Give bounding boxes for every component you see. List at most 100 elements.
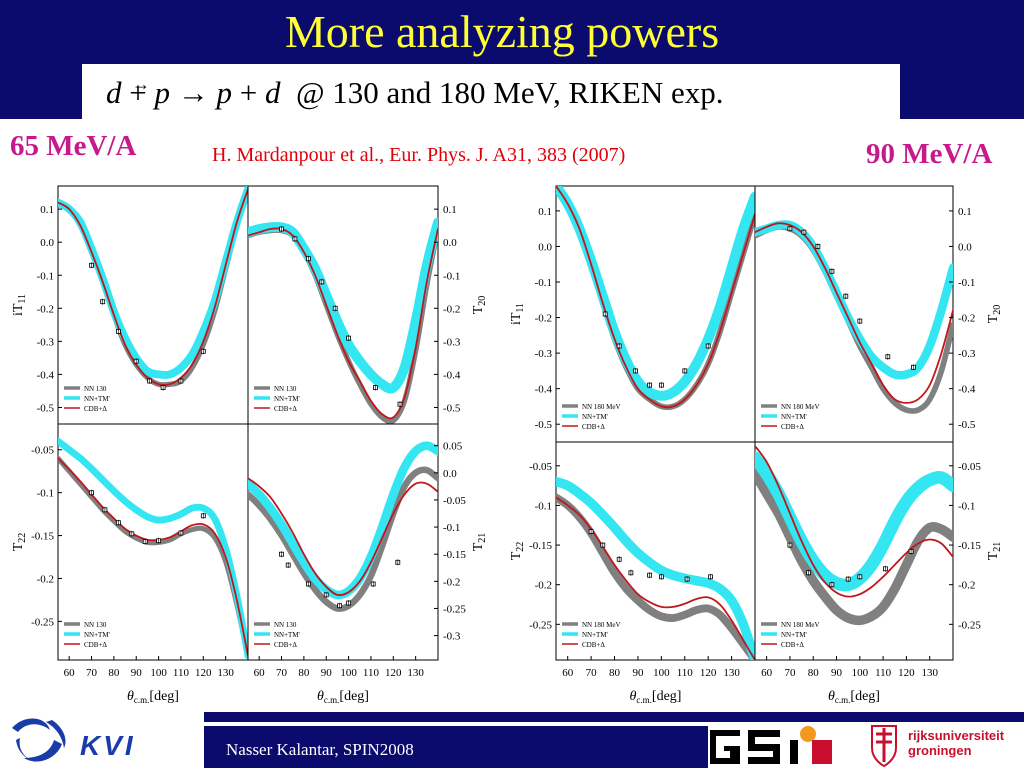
series-line — [248, 477, 438, 597]
x-tick-label: 60 — [254, 667, 266, 679]
reaction-conditions: @ 130 and 180 MeV, RIKEN exp. — [295, 75, 724, 110]
y-tick-label: 0.0 — [443, 468, 457, 480]
legend-entry: NN+TM' — [781, 631, 807, 639]
legend-entry: NN 130 — [274, 621, 297, 629]
panel-180-it11: 0.1 0.0 -0.1 -0.2 -0.3 -0.4 -0.5 iT11 NN 180 MeV… — [509, 185, 756, 443]
y-tick-label: -0.4 — [958, 384, 976, 396]
legend-entry: CDB+Δ — [84, 641, 107, 649]
y-tick-label: -0.15 — [443, 549, 466, 561]
x-tick-label: 130 — [723, 667, 740, 679]
y-tick-label: -0.05 — [31, 445, 54, 457]
legend-entry: NN 130 — [84, 621, 107, 629]
y-tick-label: -0.25 — [443, 603, 466, 615]
y-tick-label: -0.2 — [37, 303, 54, 315]
x-tick-label: 60 — [562, 667, 574, 679]
y-tick-label: -0.2 — [443, 303, 460, 315]
legend: NN 130 NN+TM' CDB+Δ — [254, 621, 300, 649]
x-axis-label: θc.m.[deg] — [630, 689, 682, 705]
series-line — [556, 186, 755, 409]
gsi-logo — [710, 726, 832, 764]
y-tick-label: 0.0 — [958, 241, 972, 253]
y-tick-label: -0.25 — [529, 619, 552, 631]
x-tick-label: 110 — [363, 667, 380, 679]
footer-line — [204, 712, 1024, 722]
y-tick-label: -0.5 — [535, 419, 553, 431]
y-axis-label: T20 — [986, 305, 1003, 324]
y-tick-label: 0.0 — [443, 237, 457, 249]
y-axis-label: T22 — [509, 542, 526, 561]
y-tick-label: -0.2 — [535, 580, 552, 592]
kvi-logo-text: KVI — [80, 730, 136, 761]
y-tick-label: 0.0 — [538, 241, 552, 253]
y-tick-label: -0.2 — [958, 580, 975, 592]
series-line — [556, 496, 755, 660]
x-axis-label: θc.m.[deg] — [828, 689, 880, 705]
y-tick-label: -0.15 — [529, 540, 552, 552]
series-line — [556, 476, 755, 660]
legend-entry: CDB+Δ — [582, 423, 605, 431]
legend: NN 130 NN+TM' CDB+Δ — [64, 621, 110, 649]
analyzing-power-panels: 0.1 0.0 -0.1 -0.2 -0.3 -0.4 -0.5 iT11 NN 130 NN+T… — [11, 185, 1003, 705]
y-tick-label: -0.2 — [958, 313, 975, 325]
y-tick-label: 0.05 — [443, 441, 463, 453]
legend-entry: CDB+Δ — [84, 405, 107, 413]
y-tick-label: -0.05 — [443, 495, 466, 507]
panel-130-t22: -0.05 -0.1 -0.15 -0.2 -0.25 60 70 80 90 100 110 120… — [11, 423, 249, 705]
x-tick-label: 100 — [340, 667, 357, 679]
reaction-d-out: d — [264, 75, 281, 110]
legend-entry: CDB+Δ — [582, 641, 605, 649]
x-tick-label: 60 — [761, 667, 773, 679]
legend-entry: NN+TM' — [582, 631, 608, 639]
x-tick-label: 70 — [86, 667, 98, 679]
panel-130-it11: 0.1 0.0 -0.1 -0.2 -0.3 -0.4 -0.5 iT11 NN 130 NN+T… — [11, 185, 249, 425]
y-tick-label: 0.1 — [958, 206, 972, 218]
y-tick-label: -0.1 — [958, 500, 975, 512]
legend-entry: CDB+Δ — [274, 641, 297, 649]
x-tick-label: 80 — [108, 667, 120, 679]
x-tick-label: 90 — [131, 667, 143, 679]
legend: NN 130 NN+TM' CDB+Δ — [254, 385, 300, 413]
rug-line-1: rijksuniversiteit — [908, 728, 1005, 743]
panel-180-t22: -0.05 -0.1 -0.15 -0.2 -0.25 60 70 80 90 100 110 120… — [509, 441, 756, 705]
reaction-plus: + — [129, 75, 147, 110]
rug-line-2: groningen — [908, 743, 972, 758]
series-line — [58, 455, 248, 659]
x-tick-label: 100 — [150, 667, 167, 679]
legend: NN 180 MeV NN+TM' CDB+Δ — [761, 621, 820, 649]
x-tick-label: 70 — [784, 667, 796, 679]
reaction-plus-out: + — [239, 75, 258, 110]
y-tick-label: -0.3 — [535, 348, 553, 360]
y-tick-label: -0.3 — [443, 631, 461, 643]
rug-crest — [871, 725, 897, 768]
reaction-p: p — [154, 75, 170, 110]
x-tick-label: 120 — [385, 667, 402, 679]
series-line — [248, 466, 438, 612]
series-line — [556, 186, 755, 401]
y-axis-label: T20 — [471, 296, 488, 315]
legend-entry: CDB+Δ — [781, 641, 804, 649]
energy-label-90: 90 MeV/A — [866, 138, 993, 170]
x-tick-label: 120 — [700, 667, 717, 679]
reaction-arrow: → — [177, 75, 209, 110]
x-tick-label: 70 — [276, 667, 288, 679]
y-tick-label: -0.4 — [535, 384, 553, 396]
x-tick-label: 90 — [321, 667, 333, 679]
series-line — [58, 186, 248, 379]
x-tick-label: 90 — [831, 667, 843, 679]
slide-title: More analyzing powers — [284, 6, 720, 57]
y-tick-label: -0.2 — [443, 576, 460, 588]
x-axis-label: θc.m.[deg] — [127, 689, 179, 705]
legend-entry: NN 130 — [274, 385, 297, 393]
x-tick-label: 120 — [898, 667, 915, 679]
legend-entry: NN+TM' — [582, 413, 608, 421]
y-tick-label: -0.2 — [37, 573, 54, 585]
x-tick-label: 80 — [298, 667, 310, 679]
y-tick-label: -0.5 — [958, 419, 976, 431]
x-tick-label: 60 — [64, 667, 76, 679]
legend: NN 180 MeV NN+TM' CDB+Δ — [562, 403, 621, 431]
y-axis-label: iT11 — [11, 294, 28, 316]
y-tick-label: -0.3 — [37, 336, 55, 348]
x-tick-label: 110 — [173, 667, 190, 679]
legend-entry: NN+TM' — [274, 631, 300, 639]
